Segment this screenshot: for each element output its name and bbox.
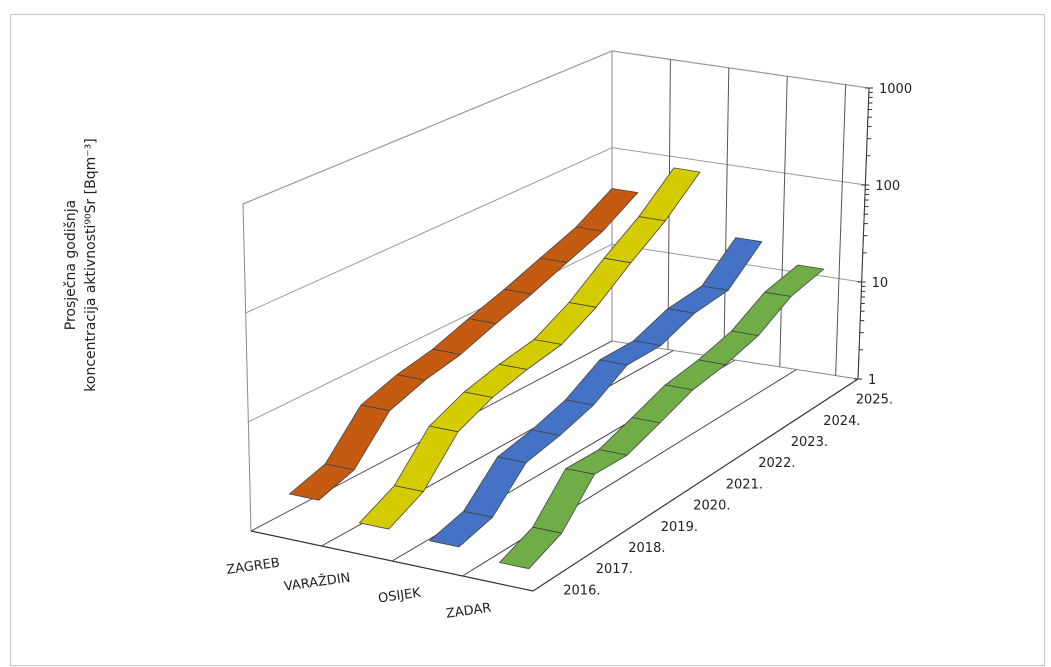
series-segment: [532, 468, 595, 534]
series-label: OSIJEK: [377, 586, 422, 607]
series-segment: [396, 348, 462, 381]
series-segment: [697, 330, 759, 366]
gridline-back: [611, 50, 870, 89]
y-axis-title: koncentracija aktivnosti⁹⁰Sr [Bqm⁻³]: [83, 138, 99, 391]
series-segment: [638, 167, 701, 222]
series-segment: [667, 285, 729, 314]
x-tick-label: 2025.: [856, 393, 893, 408]
series-segment: [498, 339, 562, 370]
series-segment: [565, 359, 628, 406]
gridline-left: [242, 50, 613, 205]
series-segment: [360, 374, 426, 412]
chart-frame: 1 10 100 1000 ZAGREB VARAŽDIN OSIJEK ZADAR 2016.…: [10, 14, 1045, 666]
floor-front-edges: [250, 378, 859, 592]
gridline-back: [611, 147, 866, 186]
gridline-left: [245, 147, 613, 314]
series-segment: [429, 510, 493, 548]
gridline-vertical: [835, 84, 847, 376]
gridline-vertical: [723, 67, 730, 359]
series-label: ZADAR: [445, 601, 492, 622]
series-segment: [633, 308, 695, 346]
series-segment: [463, 456, 527, 518]
series-label: ZAGREB: [225, 556, 280, 578]
gridline-vertical: [779, 76, 788, 367]
x-tick-label: 2021.: [726, 477, 763, 492]
series-segment: [533, 302, 597, 345]
series-segment: [358, 485, 424, 530]
x-tick-label: 2017.: [596, 562, 633, 577]
series-segment: [497, 429, 561, 464]
series-segment: [598, 417, 661, 456]
series-segment: [463, 363, 528, 398]
y-tick-label: 10: [872, 276, 889, 291]
y-tick-label: 1: [868, 373, 876, 388]
series-segment: [432, 318, 497, 355]
series-segment: [503, 257, 568, 295]
series-segment: [603, 216, 666, 264]
series-segment: [701, 237, 763, 291]
x-tick-label: 2023.: [791, 435, 828, 450]
x-tick-label: 2018.: [628, 541, 665, 556]
chart-walls: [242, 50, 873, 592]
series-segment: [324, 404, 391, 471]
y-axis-title: Prosječna godišnja: [63, 200, 79, 330]
series-segment: [499, 526, 563, 570]
series-segment: [731, 291, 792, 337]
series-segment: [764, 264, 825, 297]
x-tick-label: 2022.: [758, 456, 795, 471]
series-segment: [288, 463, 355, 501]
series-segment: [568, 257, 632, 308]
series-segment: [539, 226, 603, 264]
series-segment: [664, 359, 726, 391]
x-tick-label: 2016.: [563, 583, 600, 598]
series-segment: [531, 399, 594, 436]
series-segment: [393, 425, 459, 493]
x-tick-label: 2024.: [823, 414, 860, 429]
chart-series-ribbons: [288, 167, 825, 570]
x-tick-label: 2019.: [661, 520, 698, 535]
series-segment: [468, 288, 532, 325]
y-axis: [857, 87, 870, 380]
series-label: VARAŽDIN: [283, 570, 351, 595]
y-tick-label: 100: [875, 179, 900, 194]
series-segment: [428, 391, 493, 433]
series-segment: [631, 384, 694, 424]
series-segment: [575, 188, 639, 232]
x-tick-label: 2020.: [693, 499, 730, 514]
floor-divider: [462, 369, 797, 577]
y-tick-label: 1000: [879, 82, 912, 97]
